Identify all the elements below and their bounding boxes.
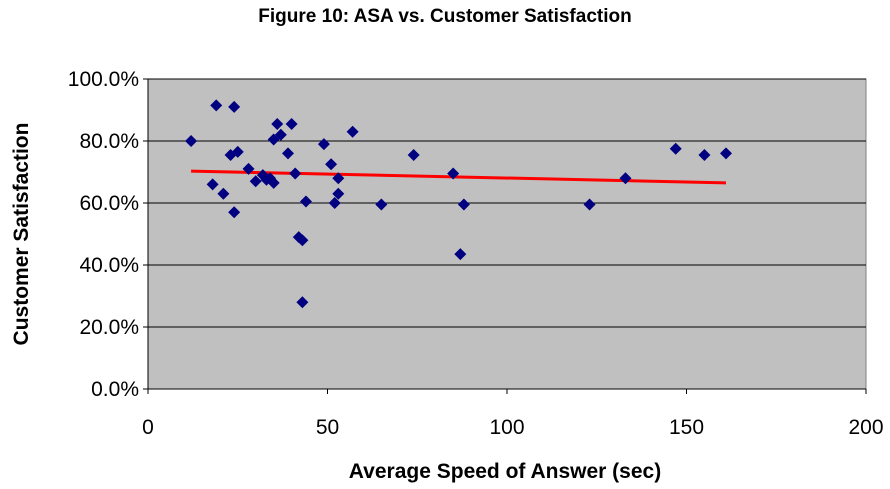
data-point-35	[583, 198, 596, 211]
data-point-36	[619, 172, 632, 185]
y-tick-label-2: 40.0%	[79, 254, 139, 277]
data-point-25	[325, 158, 338, 171]
data-point-28	[332, 187, 345, 200]
data-point-8	[242, 162, 255, 175]
gridlines	[148, 78, 866, 328]
y-tick-label-5: 100.0%	[68, 68, 139, 91]
data-point-17	[282, 147, 295, 160]
data-points	[185, 99, 732, 309]
data-point-38	[698, 148, 711, 161]
data-point-3	[217, 187, 230, 200]
chart-title: Figure 10: ASA vs. Customer Satisfaction	[258, 6, 632, 27]
x-tick-label-3: 150	[669, 416, 704, 439]
y-axis-title: Customer Satisfaction	[10, 123, 33, 346]
y-tick-label-0: 0.0%	[91, 378, 139, 401]
data-point-23	[299, 195, 312, 208]
data-point-29	[346, 125, 359, 138]
data-point-16	[274, 128, 287, 141]
data-point-31	[407, 148, 420, 161]
y-tick-label-1: 20.0%	[79, 316, 139, 339]
data-point-22	[296, 234, 309, 247]
data-point-18	[285, 117, 298, 130]
data-point-0	[185, 135, 198, 147]
data-point-32	[447, 167, 460, 180]
data-point-19	[289, 167, 302, 180]
data-point-26	[328, 197, 341, 209]
axes	[143, 78, 867, 394]
data-point-34	[457, 198, 470, 211]
trendline-group	[191, 169, 727, 185]
x-tick-label-0: 0	[142, 416, 154, 439]
data-point-21	[296, 296, 309, 309]
data-point-39	[719, 147, 732, 160]
trendline	[191, 169, 727, 185]
x-tick-label-4: 200	[848, 416, 883, 439]
data-point-27	[332, 172, 345, 185]
data-point-30	[375, 198, 388, 211]
x-axis-title: Average Speed of Answer (sec)	[349, 460, 661, 483]
data-point-2	[210, 99, 223, 112]
data-point-15	[271, 117, 284, 130]
data-point-5	[228, 206, 241, 219]
y-tick-label-4: 80.0%	[79, 130, 139, 153]
data-point-6	[228, 100, 241, 113]
tick-labels: 0.0% 20.0% 40.0% 60.0% 80.0% 100.0% 0 50 100 150 2…	[68, 68, 884, 439]
x-tick-label-2: 100	[489, 416, 524, 439]
plot-area	[147, 78, 867, 390]
data-point-1	[206, 178, 219, 191]
data-point-24	[317, 138, 330, 151]
data-point-7	[231, 145, 244, 158]
x-tick-label-1: 50	[316, 416, 339, 439]
data-point-9	[249, 175, 262, 188]
data-point-37	[669, 142, 682, 155]
data-point-33	[454, 248, 467, 261]
y-tick-label-3: 60.0%	[79, 192, 139, 215]
data-point-13	[267, 176, 280, 189]
